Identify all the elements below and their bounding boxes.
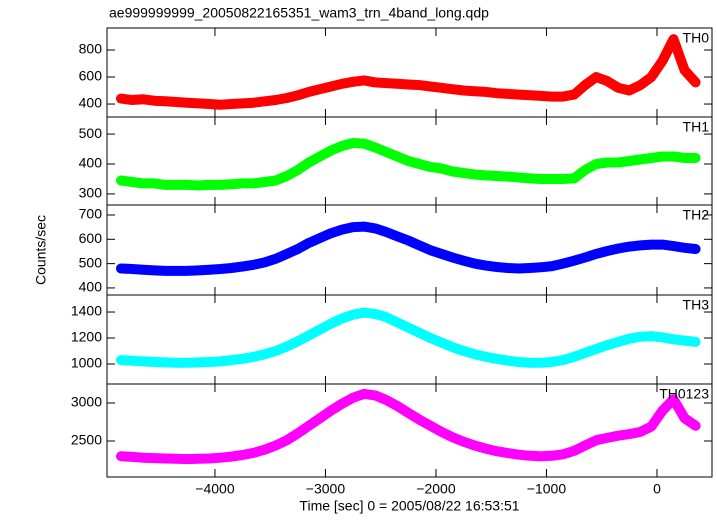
y-tick-label: 300 <box>79 185 103 201</box>
y-tick-label: 2500 <box>71 432 102 448</box>
y-tick-label: 3000 <box>71 394 102 410</box>
y-tick-label: 400 <box>79 155 103 171</box>
series-line <box>116 221 701 276</box>
x-tick-label: −2000 <box>416 481 456 497</box>
y-tick-label: 1200 <box>71 329 102 345</box>
y-tick-label: 1000 <box>71 355 102 371</box>
y-tick-label: 400 <box>79 279 103 295</box>
series-line <box>116 307 701 368</box>
series-label: TH3 <box>683 297 710 313</box>
series-line <box>116 34 701 110</box>
series-label: TH1 <box>683 119 710 135</box>
x-axis-label: Time [sec] 0 = 2005/08/22 16:53:51 <box>299 498 519 514</box>
panel-frame <box>106 383 713 478</box>
series-line <box>116 388 701 465</box>
series-label: TH0 <box>683 30 710 46</box>
x-tick-label: −4000 <box>195 481 235 497</box>
x-tick-label: 0 <box>653 481 661 497</box>
y-tick-label: 400 <box>79 95 103 111</box>
x-tick-label: −3000 <box>306 481 346 497</box>
y-axis-label: Counts/sec <box>33 215 49 285</box>
y-tick-label: 1400 <box>71 303 102 319</box>
y-tick-label: 600 <box>79 230 103 246</box>
y-tick-label: 500 <box>79 254 103 270</box>
series-label: TH2 <box>683 207 710 223</box>
y-tick-label: 800 <box>79 41 103 57</box>
y-tick-label: 700 <box>79 206 103 222</box>
y-tick-label: 500 <box>79 125 103 141</box>
series-line <box>116 138 701 191</box>
chart-title: ae999999999_20050822165351_wam3_trn_4ban… <box>109 5 489 21</box>
x-tick-label: −1000 <box>527 481 567 497</box>
y-tick-label: 600 <box>79 68 103 84</box>
series-label: TH0123 <box>659 386 709 402</box>
